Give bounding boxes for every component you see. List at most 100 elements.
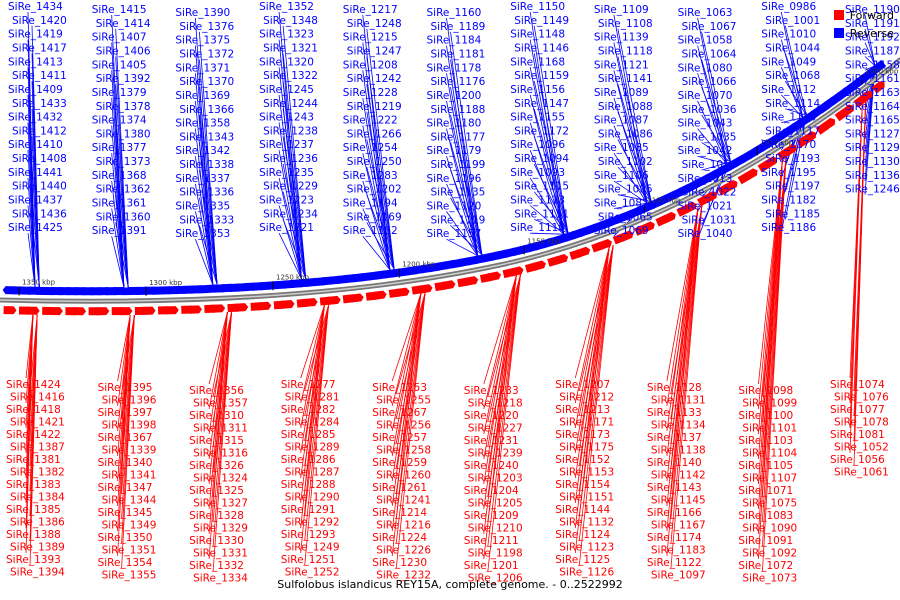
gene-connector [864, 56, 876, 67]
gene-connector [784, 53, 807, 116]
reverse-gene-label: SiRe_1178 [427, 62, 482, 74]
reverse-gene-label: SiRe_1412 [12, 125, 67, 137]
reverse-gene-label: SiRe_1108 [598, 18, 653, 30]
reverse-gene-label: SiRe_1323 [259, 29, 314, 41]
forward-gene-arrow [532, 260, 546, 271]
forward-gene-label: SiRe_1324 [193, 473, 248, 485]
reverse-gene-label: SiRe_1414 [96, 18, 151, 30]
gene-labels: SiRe_1434SiRe_1420SiRe_1419SiRe_1417SiRe… [6, 1, 900, 585]
gene-connector [529, 67, 565, 235]
forward-gene-arrow [822, 117, 836, 131]
gene-connector [278, 205, 302, 280]
reverse-gene-label: SiRe_1417 [12, 43, 67, 55]
reverse-gene-label: SiRe_1333 [179, 214, 234, 226]
gene-connector [366, 28, 395, 270]
reverse-gene-label: SiRe_1247 [347, 46, 402, 58]
gene-connector [533, 53, 569, 233]
forward-gene-label: SiRe_1092 [742, 548, 797, 560]
forward-gene-label: SiRe_1290 [285, 492, 340, 504]
reverse-gene-label: SiRe_1165 [845, 115, 900, 127]
forward-gene-label: SiRe_1259 [372, 457, 427, 469]
reverse-gene-label: SiRe_1063 [678, 7, 733, 19]
reverse-gene-label: SiRe_1335 [175, 201, 230, 213]
reverse-gene-label: SiRe_1130 [845, 156, 900, 168]
reverse-gene-label: SiRe_1410 [8, 139, 63, 151]
gene-connector [304, 304, 329, 516]
gene-connector [199, 59, 218, 285]
gene-connector [450, 197, 483, 255]
reverse-gene-label: SiRe_1010 [761, 29, 816, 41]
gene-connector [784, 80, 807, 116]
forward-gene-arrow [803, 131, 817, 144]
reverse-gene-label: SiRe_1336 [179, 187, 234, 199]
reverse-gene-label: SiRe_1321 [263, 43, 318, 55]
forward-gene-arrow [119, 307, 133, 316]
forward-gene-label: SiRe_1240 [464, 460, 519, 472]
gene-connector [199, 114, 218, 285]
forward-gene-label: SiRe_1344 [102, 495, 157, 507]
reverse-gene-label: SiRe_1353 [175, 228, 230, 240]
reverse-gene-label: SiRe_1370 [179, 76, 234, 88]
forward-gene-label: SiRe_1351 [102, 545, 157, 557]
reverse-gene-label: SiRe_1221 [259, 222, 314, 234]
gene-connector [574, 246, 610, 404]
gene-connector [115, 167, 129, 288]
forward-gene-label: SiRe_1421 [10, 417, 65, 429]
reverse-gene-label: SiRe_1095 [598, 184, 653, 196]
gene-connector [762, 156, 787, 572]
gene-connector [366, 139, 395, 270]
gene-connector [199, 225, 218, 285]
forward-gene-label: SiRe_1291 [281, 504, 336, 516]
reverse-gene-label: SiRe_1419 [8, 29, 63, 41]
forward-gene-label: SiRe_1382 [10, 467, 65, 479]
forward-gene-label: SiRe_1212 [559, 392, 614, 404]
reverse-swatch [833, 28, 844, 38]
gene-connector [391, 293, 422, 457]
forward-gene-label: SiRe_1233 [464, 385, 519, 397]
gene-connector [446, 128, 479, 256]
gene-connector [362, 235, 391, 271]
reverse-gene-label: SiRe_1189 [431, 21, 486, 33]
reverse-gene-label: SiRe_1248 [347, 18, 402, 30]
reverse-gene-label: SiRe_1238 [263, 125, 318, 137]
forward-gene-arrow [396, 287, 410, 297]
gene-connector [199, 197, 218, 285]
gene-connector [115, 139, 129, 288]
gene-connector [864, 42, 876, 66]
reverse-gene-label: SiRe_1420 [12, 15, 67, 27]
gene-connector [853, 100, 867, 466]
gene-connector [758, 158, 783, 560]
gene-connector [697, 128, 728, 165]
gene-connector [300, 305, 325, 554]
legend-reverse: Reverse [833, 24, 894, 42]
forward-gene-arrow [871, 81, 885, 94]
forward-gene-arrow [258, 301, 272, 311]
gene-connector [617, 28, 652, 202]
gene-connector [613, 125, 648, 204]
reverse-gene-label: SiRe_1408 [12, 153, 67, 165]
forward-gene-label: SiRe_1075 [742, 498, 797, 510]
forward-gene-label: SiRe_1396 [102, 395, 157, 407]
forward-gene-label: SiRe_1341 [102, 470, 157, 482]
reverse-gene-label: SiRe_1348 [263, 15, 318, 27]
reverse-gene-label: SiRe_1021 [678, 201, 733, 213]
reverse-gene-label: SiRe_1391 [92, 225, 147, 237]
gene-connector [701, 142, 731, 163]
reverse-gene-label: SiRe_1088 [598, 101, 653, 113]
gene-connector [530, 232, 564, 235]
gene-connector [362, 153, 391, 270]
gene-connector [115, 222, 129, 288]
reverse-gene-label: SiRe_1182 [761, 195, 816, 207]
gene-connector [701, 114, 732, 163]
forward-gene-label: SiRe_1105 [738, 460, 793, 472]
reverse-gene-label: SiRe_1106 [594, 170, 649, 182]
forward-gene-label: SiRe_1281 [285, 392, 340, 404]
reverse-gene-label: SiRe_1234 [263, 208, 318, 220]
reverse-gene-label: SiRe_1161 [845, 73, 900, 85]
kbp-tick-label: 1250 kbp [276, 273, 310, 281]
gene-connector [278, 233, 302, 280]
forward-gene-label: SiRe_1230 [372, 557, 427, 569]
reverse-gene-label: SiRe_1320 [259, 56, 314, 68]
forward-gene-label: SiRe_1138 [651, 445, 706, 457]
forward-gene-arrow [165, 306, 179, 315]
